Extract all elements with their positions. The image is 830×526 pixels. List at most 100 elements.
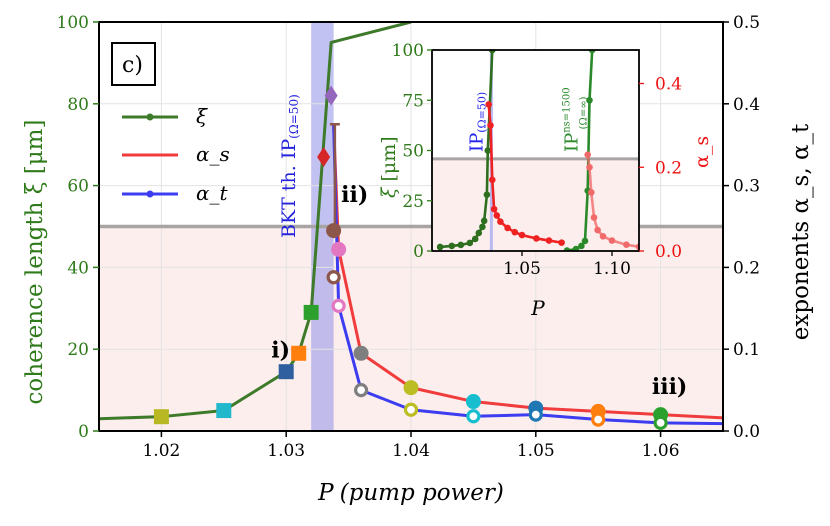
alpha-s-marker — [465, 394, 481, 410]
y-left-tick-label: 40 — [67, 258, 89, 278]
x-tick-label: 1.03 — [267, 441, 305, 461]
alpha-t-marker — [331, 298, 346, 313]
y-axis-right-label: exponents α_s, α_t — [788, 123, 814, 340]
inset-y-left-tick-label: 50 — [402, 142, 424, 162]
xi-line — [99, 22, 412, 421]
inset-xi-omega-inf-point — [581, 237, 589, 245]
inset-xi-omega50-point — [436, 243, 444, 251]
inset-xi-omega50-point — [457, 241, 465, 249]
inset-alpha-s-omega-inf-point — [586, 163, 593, 171]
legend: ξ α_s α_t — [122, 104, 230, 205]
inset-data-layer — [432, 50, 639, 251]
inset-xi-omega50-point — [448, 242, 456, 250]
y-right-tick-label: 0.3 — [733, 177, 760, 197]
inset-alpha-s-omega-inf-point — [599, 233, 607, 240]
inset-alpha-s-omega50-point — [545, 237, 553, 244]
point-annotation: i) — [271, 337, 290, 363]
inset-alpha-s-omega-inf-point — [608, 237, 616, 244]
inset-y-left-tick-label: 100 — [392, 41, 424, 61]
alpha-t-marker — [653, 415, 668, 430]
y-left-tick-label: 20 — [67, 340, 89, 360]
point-annotation: ii) — [341, 182, 368, 208]
inset-xi-omega50-point — [475, 229, 483, 237]
inset-y-right-label: α_s — [691, 136, 713, 168]
inset-alpha-s-omega-inf-point — [584, 151, 591, 158]
inset-xi-omega50-point — [480, 217, 488, 225]
inset-x-tick-label: 1.05 — [503, 259, 541, 279]
legend-label-alpha-t: α_t — [196, 181, 229, 205]
inset-alpha-s-omega-inf-point — [623, 241, 630, 249]
annotations: i) ii) iii) — [271, 182, 687, 400]
x-tick-label: 1.02 — [142, 441, 180, 461]
inset-alpha-s-omega50-point — [489, 176, 496, 184]
inset-xi-omega50-point — [484, 147, 492, 154]
y-right-tick-label: 0.2 — [733, 258, 760, 278]
inset-alpha-s-omega50-point — [497, 218, 504, 225]
inset-alpha-s-omega50-point — [487, 122, 494, 129]
inset-alpha-s-omega50-point — [485, 101, 493, 108]
alpha-s-marker — [403, 380, 419, 396]
alpha-s-marker — [353, 345, 369, 361]
y-right-tick-label: 0.0 — [733, 422, 760, 442]
alpha-s-marker — [331, 241, 347, 257]
diamond-marker — [317, 146, 331, 167]
legend-label-alpha-s: α_s — [196, 142, 230, 166]
inset-x-tick-label: 1.10 — [593, 259, 631, 279]
alpha-t-marker — [353, 383, 369, 398]
inset-xi-omega50-point — [471, 235, 479, 243]
panel-label-box: c) — [111, 42, 156, 86]
panel-label: c) — [122, 53, 143, 78]
inset-alpha-s-omega50-point — [493, 212, 501, 219]
inset-xi-omega-inf-point — [563, 247, 571, 251]
point-annotation: iii) — [652, 374, 687, 400]
main-data-layer — [99, 22, 723, 430]
legend-marker-alpha-t — [146, 190, 154, 198]
legend-marker-xi — [146, 113, 154, 121]
inset-ticks: 1.05 1.10 0 25 50 75 100 0.0 0.2 0.4 — [392, 41, 683, 279]
inset-vertical-labels: IP(Ω=50) IPns=1500 (Ω=∞) — [466, 87, 589, 152]
y-right-tick-label: 0.5 — [733, 13, 760, 33]
alpha-t-marker — [528, 407, 543, 422]
square-marker — [216, 403, 232, 419]
inset-y-left-tick-label: 0 — [413, 242, 424, 262]
inset-y-left-tick-label: 75 — [402, 91, 424, 111]
y-left-tick-label: 100 — [57, 13, 89, 33]
inset-alpha-s-omega50-point — [533, 235, 540, 242]
bkt-band-label: BKT th. IP(Ω=50) — [278, 94, 301, 238]
inset-alpha-s-omega50-point — [490, 205, 498, 213]
y-left-tick-label: 0 — [78, 422, 89, 442]
x-tick-label: 1.06 — [642, 441, 680, 461]
inset-xi-omega50-point — [466, 239, 474, 247]
alpha-t-marker — [403, 402, 419, 417]
x-tick-label: 1.05 — [517, 441, 555, 461]
inset-alpha-s-omega50-point — [518, 231, 526, 239]
inset-ip-omega50-label: IP(Ω=50) — [466, 92, 488, 152]
inset-y-right-tick-label: 0.4 — [655, 75, 682, 95]
inset-alpha-s-omega-inf-point — [594, 226, 601, 234]
square-marker — [153, 409, 169, 425]
inset-alpha-s-omega-inf-point — [590, 214, 598, 221]
inset-y-left-label: ξ [μm] — [378, 136, 400, 198]
inset-xi-omega50-point — [483, 191, 491, 199]
inset-x-axis-label: P — [530, 296, 545, 320]
inset-y-right-tick-label: 0.2 — [655, 158, 682, 178]
inset-alpha-s-omega-inf-point — [588, 189, 595, 196]
inset-xi-omega-inf-point — [586, 96, 593, 104]
inset-xi-omega50-point — [479, 223, 486, 231]
x-axis-label: P (pump power) — [317, 480, 504, 506]
main-ticks: 1.02 1.03 1.04 1.05 1.06 0 20 40 60 80 100 0.0 0.1 0.… — [57, 13, 761, 461]
x-tick-label: 1.04 — [392, 441, 430, 461]
square-marker — [291, 345, 307, 361]
inset-xi-omega-inf-point — [578, 242, 585, 250]
y-right-tick-label: 0.4 — [733, 95, 760, 115]
inset-alpha-s-omega50-point — [504, 224, 511, 232]
y-left-tick-label: 80 — [67, 95, 89, 115]
inset-alpha-s-omega50-point — [558, 239, 565, 246]
square-marker — [278, 364, 294, 380]
inset-y-right-tick-label: 0.0 — [655, 242, 682, 262]
alpha-t-marker — [466, 409, 481, 424]
alpha-t-marker — [326, 270, 341, 285]
y-right-tick-label: 0.1 — [733, 340, 760, 360]
diamond-marker — [324, 85, 338, 106]
